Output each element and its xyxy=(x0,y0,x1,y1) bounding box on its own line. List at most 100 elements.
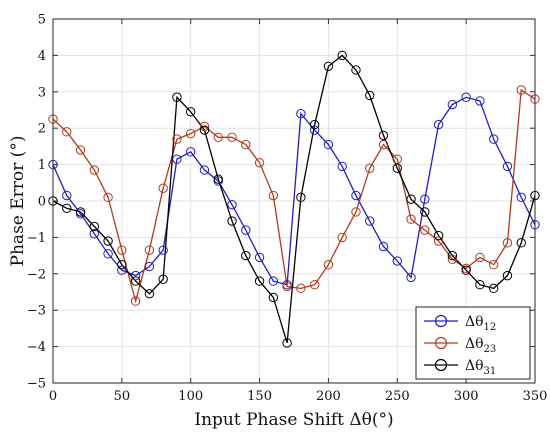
y-tick-label: −2 xyxy=(27,267,46,282)
data-point-23 xyxy=(433,236,444,246)
data-point-31 xyxy=(351,65,361,75)
data-point-31 xyxy=(268,292,279,303)
data-point-12 xyxy=(365,216,375,226)
data-point-23 xyxy=(199,121,210,132)
legend-label-23: Δθ23 xyxy=(465,336,496,355)
data-point-31 xyxy=(309,119,320,130)
data-point-12 xyxy=(516,192,526,203)
data-point-12 xyxy=(186,147,196,157)
x-tick-label: 200 xyxy=(316,389,341,404)
y-tick-label: −1 xyxy=(27,231,46,246)
data-point-23 xyxy=(241,139,251,150)
data-point-12 xyxy=(433,119,444,130)
y-tick-label: 2 xyxy=(38,122,46,137)
data-point-12 xyxy=(62,190,72,201)
data-point-23 xyxy=(130,296,141,306)
data-point-23 xyxy=(309,280,320,290)
data-point-31 xyxy=(392,163,402,173)
y-axis-label: Phase Error (°) xyxy=(8,136,28,267)
data-point-31 xyxy=(420,207,430,217)
data-point-12 xyxy=(227,199,237,210)
y-tick-label: 0 xyxy=(38,195,46,210)
data-point-23 xyxy=(144,245,155,255)
data-point-12 xyxy=(378,241,389,252)
data-point-12 xyxy=(337,161,347,172)
data-point-31 xyxy=(337,50,347,61)
y-tick-label: −4 xyxy=(27,340,46,355)
data-point-23 xyxy=(351,207,361,217)
data-point-23 xyxy=(502,238,513,248)
legend: Δθ12 Δθ23 Δθ31 xyxy=(415,306,531,380)
x-tick-label: 350 xyxy=(523,389,548,404)
data-point-12 xyxy=(117,265,127,275)
legend-label-12: Δθ12 xyxy=(465,314,496,333)
data-point-31 xyxy=(365,90,375,101)
data-point-23 xyxy=(186,128,196,139)
y-tick-label: 5 xyxy=(38,13,46,28)
data-point-23 xyxy=(213,132,223,143)
legend-marker-31 xyxy=(434,358,448,372)
data-point-12 xyxy=(475,96,485,106)
data-point-12 xyxy=(103,249,113,259)
data-point-31 xyxy=(199,125,210,135)
series-lines xyxy=(52,54,536,344)
data-point-12 xyxy=(447,99,458,110)
legend-label-31: Δθ31 xyxy=(465,358,496,377)
y-tick-label: −5 xyxy=(27,377,46,392)
data-point-31 xyxy=(227,216,237,226)
x-tick-label: 150 xyxy=(247,389,272,404)
data-point-31 xyxy=(433,230,444,241)
x-tick-label: 50 xyxy=(114,389,131,404)
data-point-23 xyxy=(75,145,86,155)
data-point-12 xyxy=(502,161,513,172)
data-point-31 xyxy=(516,238,526,248)
x-axis-label: Input Phase Shift Δθ(°) xyxy=(194,410,393,430)
data-point-12 xyxy=(309,125,320,135)
data-point-23 xyxy=(254,158,265,168)
data-point-12 xyxy=(241,225,251,235)
data-point-12 xyxy=(268,276,279,286)
series-line-23 xyxy=(52,88,536,304)
series-markers xyxy=(48,50,540,348)
data-point-31 xyxy=(502,270,513,281)
data-point-12 xyxy=(254,252,265,263)
data-point-12 xyxy=(323,139,334,150)
data-point-23 xyxy=(365,163,375,173)
data-point-23 xyxy=(323,260,334,270)
tick-labels: 0 50 100 150 200 250 300 350 −5 −4 −3 −2 −1 0 1 2 3 4 5 xyxy=(27,13,548,405)
data-point-31 xyxy=(62,203,72,213)
legend-marker-23 xyxy=(434,336,448,350)
x-tick-label: 0 xyxy=(49,389,57,404)
y-tick-label: −3 xyxy=(27,304,46,319)
data-point-23 xyxy=(227,132,237,143)
data-point-31 xyxy=(158,274,168,284)
data-point-12 xyxy=(488,134,499,144)
data-point-23 xyxy=(378,139,389,150)
data-point-23 xyxy=(488,260,499,270)
data-point-12 xyxy=(420,194,430,204)
series-line-12 xyxy=(52,96,536,286)
data-point-31 xyxy=(130,276,141,286)
data-point-31 xyxy=(103,236,113,246)
data-point-23 xyxy=(392,154,402,164)
data-point-12 xyxy=(144,261,155,272)
data-point-12 xyxy=(351,190,361,201)
data-point-31 xyxy=(282,338,292,348)
data-point-12 xyxy=(89,229,100,239)
data-point-12 xyxy=(461,92,471,102)
data-point-31 xyxy=(461,265,471,275)
x-tick-label: 100 xyxy=(178,389,203,404)
data-point-12 xyxy=(158,245,168,255)
data-point-31 xyxy=(378,130,389,141)
axes xyxy=(52,18,536,384)
data-point-23 xyxy=(268,190,279,201)
data-point-31 xyxy=(144,289,155,299)
data-point-12 xyxy=(406,272,416,283)
data-point-31 xyxy=(323,61,334,72)
data-point-12 xyxy=(172,154,182,164)
data-point-31 xyxy=(117,260,127,270)
data-point-23 xyxy=(172,134,182,144)
data-point-23 xyxy=(282,281,292,292)
plot-frame xyxy=(52,18,536,384)
data-point-23 xyxy=(89,165,100,175)
